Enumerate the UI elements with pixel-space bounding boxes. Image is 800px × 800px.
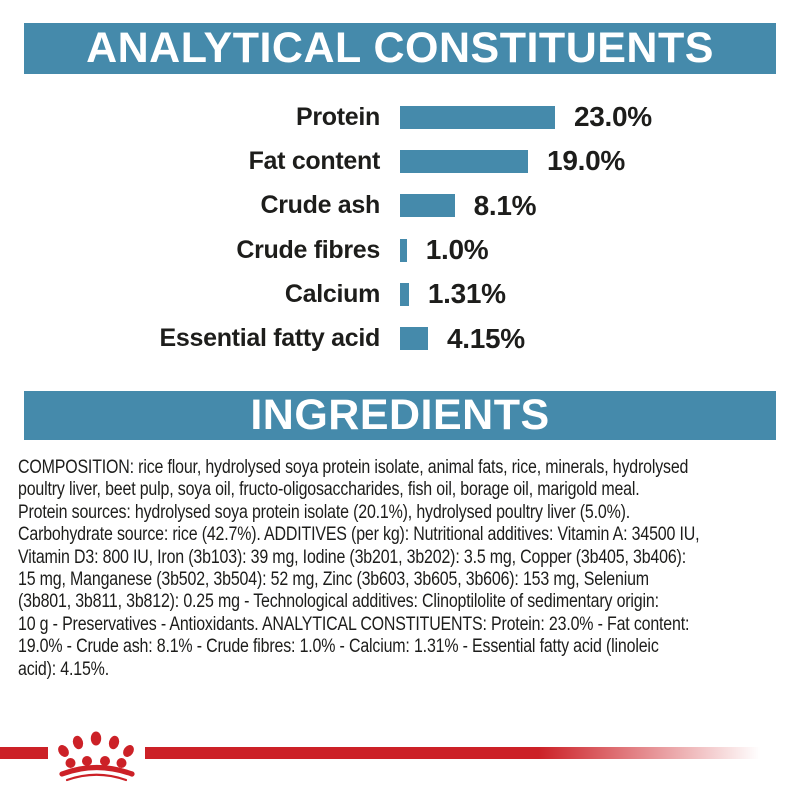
chart-bar <box>400 149 529 173</box>
chart-value-label: 8.1% <box>473 189 537 221</box>
chart-row: Protein 23.0% <box>0 95 800 139</box>
ingredients-line: acid): 4.15%. <box>18 658 109 680</box>
chart-value-label: 4.15% <box>446 322 525 354</box>
ingredients-line: COMPOSITION: rice flour, hydrolysed soya… <box>18 457 689 478</box>
chart-bar <box>400 238 407 262</box>
chart-bar <box>400 282 409 306</box>
chart-value-label: 1.31% <box>427 278 506 310</box>
ingredients-line: Carbohydrate source: rice (42.7%). ADDIT… <box>18 524 700 546</box>
analytical-constituents-bar-chart: Protein 23.0% Fat content 19.0% Crude ash 8.1… <box>0 95 800 361</box>
chart-bar <box>400 327 428 351</box>
chart-category-label: Crude ash <box>260 191 380 220</box>
ingredients-line: 15 mg, Manganese (3b502, 3b504): 52 mg, … <box>18 569 649 591</box>
chart-category-label: Essential fatty acid <box>159 324 381 353</box>
chart-row: Essential fatty acid 4.15% <box>0 316 800 360</box>
chart-value-label: 23.0% <box>574 101 652 133</box>
ingredients-line: 10 g - Preservatives - Antioxidants. ANA… <box>18 613 690 635</box>
analytical-constituents-banner: ANALYTICAL CONSTITUENTS <box>24 23 776 74</box>
ingredients-line: poultry liver, beet pulp, soya oil, fruc… <box>18 479 640 501</box>
ingredients-composition-text: COMPOSITION: rice flour, hydrolysed soya… <box>18 457 788 681</box>
chart-category-label: Crude fibres <box>236 235 380 264</box>
brand-red-band-right-fade <box>145 747 760 759</box>
chart-bar <box>400 105 556 129</box>
chart-row: Crude fibres 1.0% <box>0 228 800 272</box>
royal-canin-logo <box>57 730 139 782</box>
analytical-constituents-title: ANALYTICAL CONSTITUENTS <box>86 24 714 72</box>
chart-value-label: 1.0% <box>425 234 489 266</box>
ingredients-line: Vitamin D3: 800 IU, Iron (3b103): 39 mg,… <box>18 546 686 568</box>
chart-category-label: Calcium <box>284 279 380 308</box>
chart-category-label: Protein <box>295 102 380 131</box>
ingredients-banner: INGREDIENTS <box>24 391 776 440</box>
royal-canin-crown-paw-icon <box>58 731 135 782</box>
chart-row: Fat content 19.0% <box>0 139 800 183</box>
chart-category-label: Fat content <box>248 146 381 175</box>
chart-value-label: 19.0% <box>547 145 625 177</box>
ingredients-line: (3b801, 3b811, 3b812): 0.25 mg - Technol… <box>18 591 659 613</box>
chart-row: Calcium 1.31% <box>0 272 800 316</box>
chart-row: Crude ash 8.1% <box>0 184 800 228</box>
ingredients-line: Protein sources: hydrolysed soya protein… <box>18 501 631 523</box>
ingredients-line: 19.0% - Crude ash: 8.1% - Crude fibres: … <box>18 636 659 658</box>
brand-red-band-left <box>0 747 48 759</box>
chart-bar <box>400 194 455 218</box>
ingredients-title: INGREDIENTS <box>250 391 550 439</box>
